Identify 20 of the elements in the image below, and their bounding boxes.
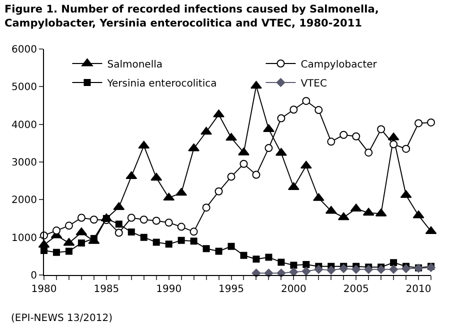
legend-label: VTEC [300,78,327,90]
legend-label: Yersinia enterocolitica [106,78,217,90]
x-tick-label: 2010 [406,284,432,295]
legend-label: Salmonella [107,59,163,70]
text: (EPI-NEWS 13/2012) [11,313,113,324]
y-tick-label: 2000 [12,195,37,206]
x-tick-label: 1990 [156,284,182,295]
y-tick-label: 1000 [12,232,37,244]
y-tick-label: 6000 [12,44,37,56]
y-tick-label: 3000 [12,158,37,168]
x-tick-label: 1980 [31,284,57,295]
x-tick-label: 2005 [343,284,369,295]
y-tick-label: 0 [30,270,37,282]
x-tick-label: 1995 [218,284,244,295]
x-tick-label: 2000 [280,284,306,295]
x-tick-label: 1985 [94,284,120,295]
legend-label: Campylobacter [300,59,378,70]
chart-title: Figure 1. Number of recorded infections caused by Salmonella, Campylobacter, Yersinia enterocolitica and VTEC, 1980-2011 [4,4,379,30]
y-tick-label: 4000 [12,120,37,131]
y-tick-label: 5000 [12,82,37,94]
